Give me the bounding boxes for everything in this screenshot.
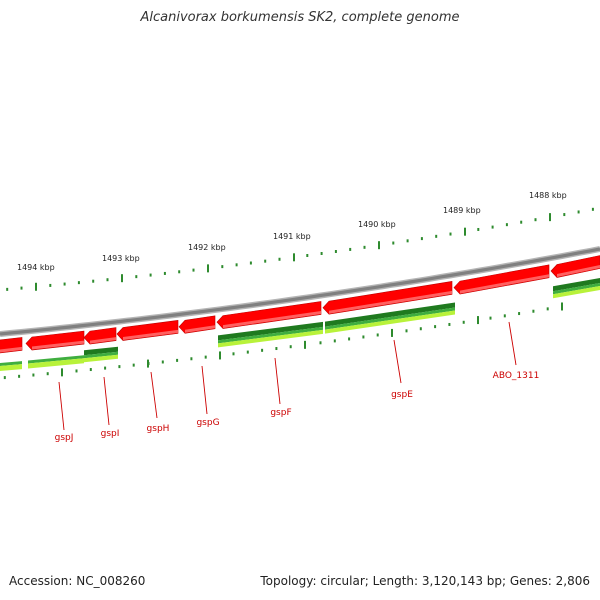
backbone-layer [0, 246, 600, 337]
gene-arrow [216, 301, 322, 329]
feature-bar-light [28, 358, 84, 369]
ruler-label: 1491 kbp [273, 232, 311, 241]
ruler-label: 1490 kbp [358, 220, 396, 229]
gene-label: gspF [270, 408, 291, 418]
genome-summary: Topology: circular; Length: 3,120,143 bp… [260, 574, 590, 588]
label-leader-line [103, 376, 110, 426]
gene-arrow-highlight [0, 346, 22, 353]
feature-bar-dark [325, 302, 455, 327]
gene-label: gspH [147, 424, 170, 434]
feature-bar-light [218, 329, 323, 348]
gene-label: gspG [196, 418, 219, 428]
gene-arrow-highlight [557, 265, 600, 277]
feature-bar-light [84, 354, 118, 363]
label-leader-line [201, 365, 208, 415]
diagram-title: Alcanivorax borkumensis SK2, complete ge… [140, 10, 460, 25]
gene-label: gspE [391, 390, 413, 400]
gene-arrow [453, 264, 550, 295]
backbone-arc-shadow [0, 246, 600, 337]
ruler-label: 1493 kbp [102, 254, 140, 263]
gene-arrow-highlight [123, 329, 178, 340]
feature-bar-mid [553, 283, 600, 295]
label-leader-line [58, 381, 65, 431]
feature-bar-mid [0, 361, 22, 367]
feature-bar-mid [28, 355, 84, 364]
gene-label: ABO_1311 [493, 371, 540, 381]
ruler-label: 1489 kbp [443, 206, 481, 215]
feature-bar-dark [84, 346, 118, 356]
ruler-label: 1494 kbp [17, 263, 55, 272]
ruler-label: 1492 kbp [188, 243, 226, 252]
gene-arrow-highlight [90, 337, 116, 344]
gene-arrow [550, 255, 600, 278]
feature-bars [0, 278, 600, 372]
feature-bar-light [325, 310, 455, 334]
feature-bar-light [0, 364, 22, 372]
gene-track [0, 255, 600, 354]
gene-arrow [116, 320, 179, 341]
backbone-arc [0, 247, 600, 336]
feature-bar-light [553, 286, 600, 299]
gene-arrow-highlight [185, 325, 215, 333]
ruler-ticks: 1494 kbp 1493 kbp 1492 kbp 1491 kbp 1490 kbp… [3, 191, 594, 380]
gene-arrow-highlight [460, 274, 549, 294]
label-leader-line [274, 357, 281, 405]
gene-labels: gspJ gspI gspH gspG gspF gspE ABO_1311 [55, 321, 540, 443]
accession-label: Accession: NC_008260 [9, 574, 146, 588]
label-leader-line [393, 339, 402, 384]
feature-bar-mid [325, 307, 455, 330]
label-leader-line [508, 321, 517, 366]
feature-bar-mid [84, 351, 118, 359]
label-leader-line [150, 371, 158, 419]
gene-label: gspJ [55, 433, 74, 443]
gene-arrow [322, 281, 453, 315]
feature-bar-dark [553, 278, 600, 292]
gene-arrow-highlight [329, 290, 452, 314]
ruler-label: 1488 kbp [529, 191, 567, 200]
feature-bar-mid [218, 326, 323, 344]
gene-arrow-highlight [223, 311, 321, 329]
feature-bar-dark [218, 321, 323, 341]
gene-label: gspI [101, 429, 120, 439]
gene-arrow-highlight [32, 340, 84, 350]
